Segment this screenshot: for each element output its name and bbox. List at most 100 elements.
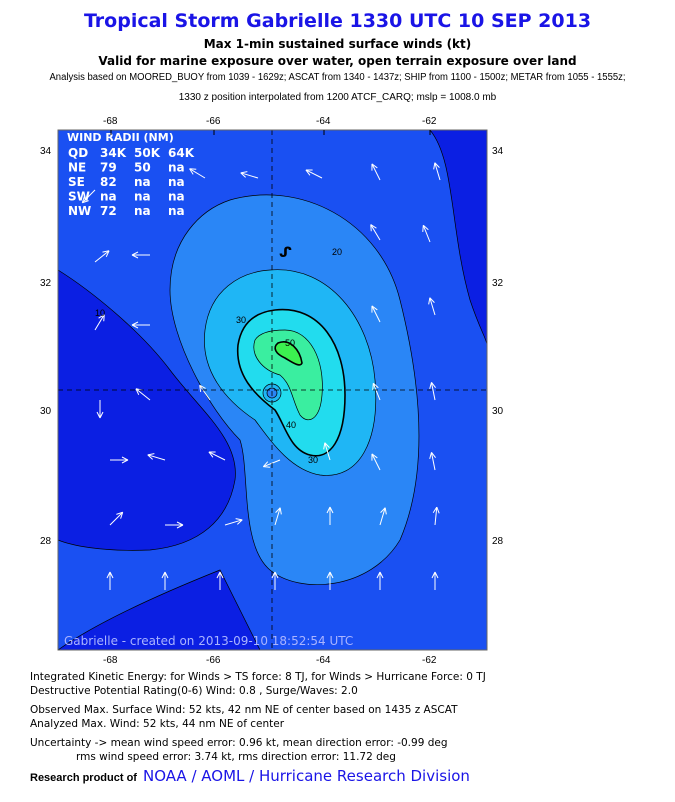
map-frame — [57, 129, 488, 651]
radii-cell: SW — [68, 190, 90, 204]
lon-tick-bottom: -66 — [206, 655, 221, 666]
lon-tick-top: -62 — [422, 116, 437, 127]
wind-vector-arrow-icon — [379, 507, 387, 526]
dpr-text: Destructive Potential Rating(0-6) Wind: … — [30, 685, 358, 697]
contour-label-50: 50 — [285, 338, 295, 348]
wind-vector-arrow-icon — [96, 400, 104, 419]
radii-cell: na — [100, 190, 117, 204]
wind-vector-arrow-icon — [161, 571, 169, 590]
wind-vector-arrow-icon — [372, 382, 381, 401]
storm-symbol-icon: ᔑ — [279, 245, 292, 261]
page-title: Tropical Storm Gabrielle 1330 UTC 10 SEP… — [83, 10, 592, 32]
band-gt50 — [274, 341, 303, 366]
wind-vector-arrow-icon — [370, 224, 381, 241]
radii-header-cell: 50K — [134, 146, 161, 160]
contour-label-40: 40 — [286, 420, 296, 430]
wind-vector-arrow-icon — [305, 169, 323, 179]
wind-vector-arrow-icon — [109, 511, 124, 526]
band-lt10-southwest — [58, 569, 261, 650]
credit: Research product of NOAA / AOML / Hurrica… — [30, 766, 470, 785]
lat-tick-right: 32 — [492, 278, 504, 289]
contour-label-30b: 30 — [308, 455, 318, 465]
lon-tick-bottom: -68 — [103, 655, 118, 666]
wind-vector-arrow-icon — [371, 305, 381, 323]
radii-cell: na — [134, 190, 151, 204]
contour-label-20: 20 — [332, 247, 342, 257]
lon-tick-top: -64 — [316, 116, 331, 127]
wind-vector-arrow-icon — [224, 518, 243, 526]
lon-tick-top: -68 — [103, 116, 118, 127]
band-45 — [253, 329, 323, 421]
lon-tick-top: -66 — [206, 116, 221, 127]
wind-vector-arrow-icon — [216, 571, 224, 590]
contour-label-30: 30 — [236, 315, 246, 325]
radii-cell: 79 — [100, 161, 117, 175]
radii-cell: NE — [68, 161, 86, 175]
wind-vector-arrow-icon — [110, 456, 129, 464]
wind-vector-arrow-icon — [323, 442, 331, 461]
radii-cell: na — [168, 161, 185, 175]
uncertainty-rms: rms wind speed error: 3.74 kt, rms direc… — [76, 751, 396, 763]
wind-vector-arrow-icon — [326, 571, 334, 590]
analysis-sources: Analysis based on MOORED_BUOY from 1039 … — [49, 72, 626, 83]
wind-vector-arrow-icon — [429, 382, 436, 401]
wind-vector-arrow-icon — [429, 452, 436, 471]
lat-tick-left: 30 — [40, 406, 52, 417]
analysis-position: 1330 z position interpolated from 1200 A… — [178, 92, 497, 103]
lat-tick-right: 30 — [492, 406, 504, 417]
wind-vector-arrow-icon — [371, 163, 381, 181]
wind-vector-arrow-icon — [165, 521, 184, 529]
wind-vector-arrow-icon — [428, 297, 436, 316]
uncertainty-mean: Uncertainty -> mean wind speed error: 0.… — [30, 737, 448, 749]
wind-vector-arrow-icon — [147, 453, 166, 461]
subtitle-validity: Valid for marine exposure over water, op… — [98, 54, 577, 68]
wind-vector-arrow-icon — [240, 171, 259, 179]
wind-vector-arrow-icon — [433, 162, 441, 181]
wind-vector-arrow-icon — [94, 250, 110, 263]
wind-vector-arrow-icon — [271, 571, 279, 590]
radii-header-cell: 34K — [100, 146, 127, 160]
analyzed-max-wind: Analyzed Max. Wind: 52 kts, 44 nm NE of … — [30, 718, 285, 730]
radii-cell: 82 — [100, 175, 117, 189]
contour-label-10: 10 — [95, 308, 105, 318]
wind-vector-arrow-icon — [422, 224, 431, 243]
radii-cell: na — [168, 204, 185, 218]
radii-cell: SE — [68, 175, 85, 189]
radii-cell: na — [134, 204, 151, 218]
wind-vector-arrow-icon — [371, 453, 381, 471]
wind-vector-arrow-icon — [131, 321, 150, 329]
radii-cell: 50 — [134, 161, 151, 175]
wind-vector-arrow-icon — [106, 571, 114, 590]
wind-vector-arrow-icon — [81, 189, 96, 204]
radii-header-cell: QD — [68, 146, 88, 160]
radii-cell: na — [168, 190, 185, 204]
wind-vector-arrow-icon — [326, 506, 334, 525]
wind-vector-arrow-icon — [431, 571, 439, 590]
lon-tick-bottom: -64 — [316, 655, 331, 666]
lat-tick-left: 28 — [40, 536, 52, 547]
radii-cell: 72 — [100, 204, 117, 218]
wind-vector-arrow-icon — [189, 168, 206, 179]
hrd-link[interactable]: NOAA / AOML / Hurricane Research Divisio… — [142, 767, 470, 785]
subtitle: Max 1-min sustained surface winds (kt) — [203, 37, 472, 51]
wind-radii-title: WIND RADII (NM) — [67, 131, 174, 144]
lat-tick-right: 34 — [492, 146, 504, 157]
radii-cell: na — [134, 175, 151, 189]
lat-tick-right: 28 — [492, 536, 504, 547]
credit-prefix: Research product of — [30, 772, 137, 784]
radii-cell: na — [168, 175, 185, 189]
wind-vector-arrow-icon — [131, 251, 150, 259]
band-lt10-west — [58, 269, 236, 551]
radii-cell: NW — [68, 204, 91, 218]
wind-vector-arrow-icon — [208, 451, 226, 461]
wind-vector-arrow-icon — [94, 314, 105, 331]
wind-vectors — [81, 162, 441, 590]
wind-vector-arrow-icon — [432, 506, 440, 526]
watermark: Gabrielle - created on 2013-09-10 18:52:… — [64, 634, 353, 648]
lon-tick-bottom: -62 — [422, 655, 437, 666]
observed-max-wind: Observed Max. Surface Wind: 52 kts, 42 n… — [30, 704, 458, 716]
lat-tick-left: 32 — [40, 278, 52, 289]
wind-vector-arrow-icon — [376, 571, 384, 590]
